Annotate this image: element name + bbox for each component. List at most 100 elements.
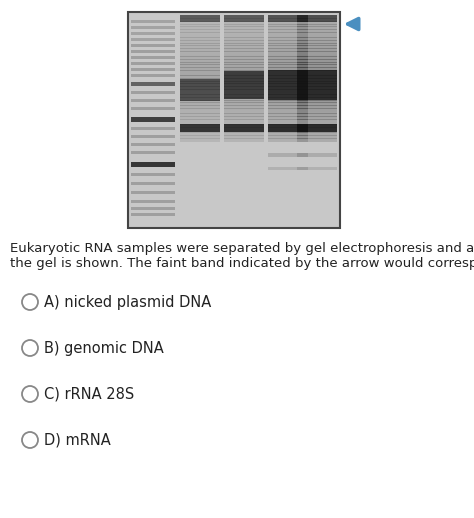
Bar bbox=[224, 134, 264, 136]
Bar bbox=[224, 45, 264, 47]
Bar bbox=[180, 90, 220, 92]
Bar bbox=[268, 83, 308, 85]
Bar bbox=[297, 74, 337, 76]
Bar bbox=[224, 51, 264, 53]
Bar bbox=[297, 64, 337, 66]
Bar bbox=[224, 74, 264, 76]
Bar bbox=[268, 69, 308, 71]
Bar bbox=[180, 110, 220, 112]
Bar bbox=[268, 64, 308, 66]
Bar bbox=[224, 78, 264, 80]
Bar bbox=[297, 61, 337, 63]
Text: A) nicked plasmid DNA: A) nicked plasmid DNA bbox=[44, 295, 211, 309]
Bar bbox=[297, 91, 337, 93]
Bar bbox=[268, 78, 308, 80]
Bar bbox=[297, 63, 337, 65]
Bar bbox=[131, 200, 175, 203]
Bar bbox=[297, 93, 337, 95]
Bar bbox=[268, 120, 308, 122]
Bar bbox=[268, 39, 308, 41]
Bar bbox=[224, 138, 264, 140]
Bar bbox=[268, 40, 308, 42]
Bar bbox=[224, 100, 264, 103]
Bar bbox=[268, 134, 308, 136]
Bar bbox=[131, 117, 175, 122]
Bar bbox=[180, 29, 220, 31]
Bar bbox=[224, 81, 264, 83]
Bar bbox=[268, 33, 308, 35]
Bar bbox=[224, 59, 264, 61]
Bar bbox=[268, 36, 308, 38]
Bar bbox=[268, 88, 308, 90]
Bar bbox=[224, 44, 264, 46]
Bar bbox=[224, 120, 264, 122]
Bar bbox=[224, 84, 264, 87]
Bar bbox=[268, 54, 308, 56]
Bar bbox=[297, 134, 337, 136]
Bar bbox=[297, 124, 337, 126]
Bar bbox=[131, 207, 175, 210]
Bar bbox=[180, 69, 220, 71]
Bar bbox=[224, 57, 264, 60]
Bar bbox=[180, 83, 220, 85]
Bar bbox=[180, 131, 220, 133]
Bar bbox=[268, 31, 308, 33]
Bar bbox=[268, 90, 308, 92]
Bar bbox=[268, 53, 308, 55]
Bar bbox=[180, 74, 220, 76]
Bar bbox=[180, 45, 220, 47]
Bar bbox=[180, 94, 220, 96]
Bar bbox=[180, 96, 220, 98]
Bar bbox=[224, 70, 264, 73]
Bar bbox=[224, 23, 264, 25]
Bar bbox=[224, 34, 264, 36]
Bar bbox=[224, 132, 264, 134]
Bar bbox=[224, 118, 264, 120]
Bar bbox=[268, 44, 308, 46]
Text: the gel is shown. The faint band indicated by the arrow would correspond to:: the gel is shown. The faint band indicat… bbox=[10, 257, 474, 270]
Bar bbox=[268, 72, 308, 74]
Bar bbox=[180, 104, 220, 106]
Bar bbox=[224, 121, 264, 123]
Bar bbox=[297, 69, 337, 71]
Bar bbox=[224, 40, 264, 42]
Bar bbox=[131, 99, 175, 102]
Bar bbox=[224, 54, 264, 56]
Bar bbox=[268, 114, 308, 117]
Bar bbox=[268, 70, 308, 100]
Bar bbox=[297, 167, 337, 170]
Bar bbox=[224, 33, 264, 35]
Bar bbox=[128, 12, 340, 228]
Bar bbox=[131, 191, 175, 194]
Bar bbox=[180, 124, 220, 126]
Bar bbox=[224, 111, 264, 113]
Bar bbox=[268, 70, 308, 73]
Bar bbox=[180, 23, 220, 25]
Bar bbox=[180, 86, 220, 88]
Bar bbox=[297, 97, 337, 99]
Bar bbox=[131, 50, 175, 53]
Bar bbox=[180, 84, 220, 87]
Bar bbox=[224, 64, 264, 66]
Bar bbox=[268, 37, 308, 39]
Bar bbox=[268, 129, 308, 131]
Bar bbox=[224, 42, 264, 44]
Bar bbox=[180, 126, 220, 128]
Bar bbox=[180, 20, 220, 22]
Bar bbox=[224, 94, 264, 96]
Bar bbox=[180, 97, 220, 99]
Text: D) mRNA: D) mRNA bbox=[44, 433, 111, 448]
Bar bbox=[268, 67, 308, 69]
Bar bbox=[297, 57, 337, 60]
Bar bbox=[297, 90, 337, 92]
Bar bbox=[268, 26, 308, 28]
Bar bbox=[224, 137, 264, 139]
Bar bbox=[180, 124, 220, 132]
Bar bbox=[224, 97, 264, 99]
Bar bbox=[297, 48, 337, 50]
Bar bbox=[180, 120, 220, 122]
Bar bbox=[180, 121, 220, 123]
Bar bbox=[297, 34, 337, 36]
Bar bbox=[297, 110, 337, 112]
Bar bbox=[297, 83, 337, 85]
